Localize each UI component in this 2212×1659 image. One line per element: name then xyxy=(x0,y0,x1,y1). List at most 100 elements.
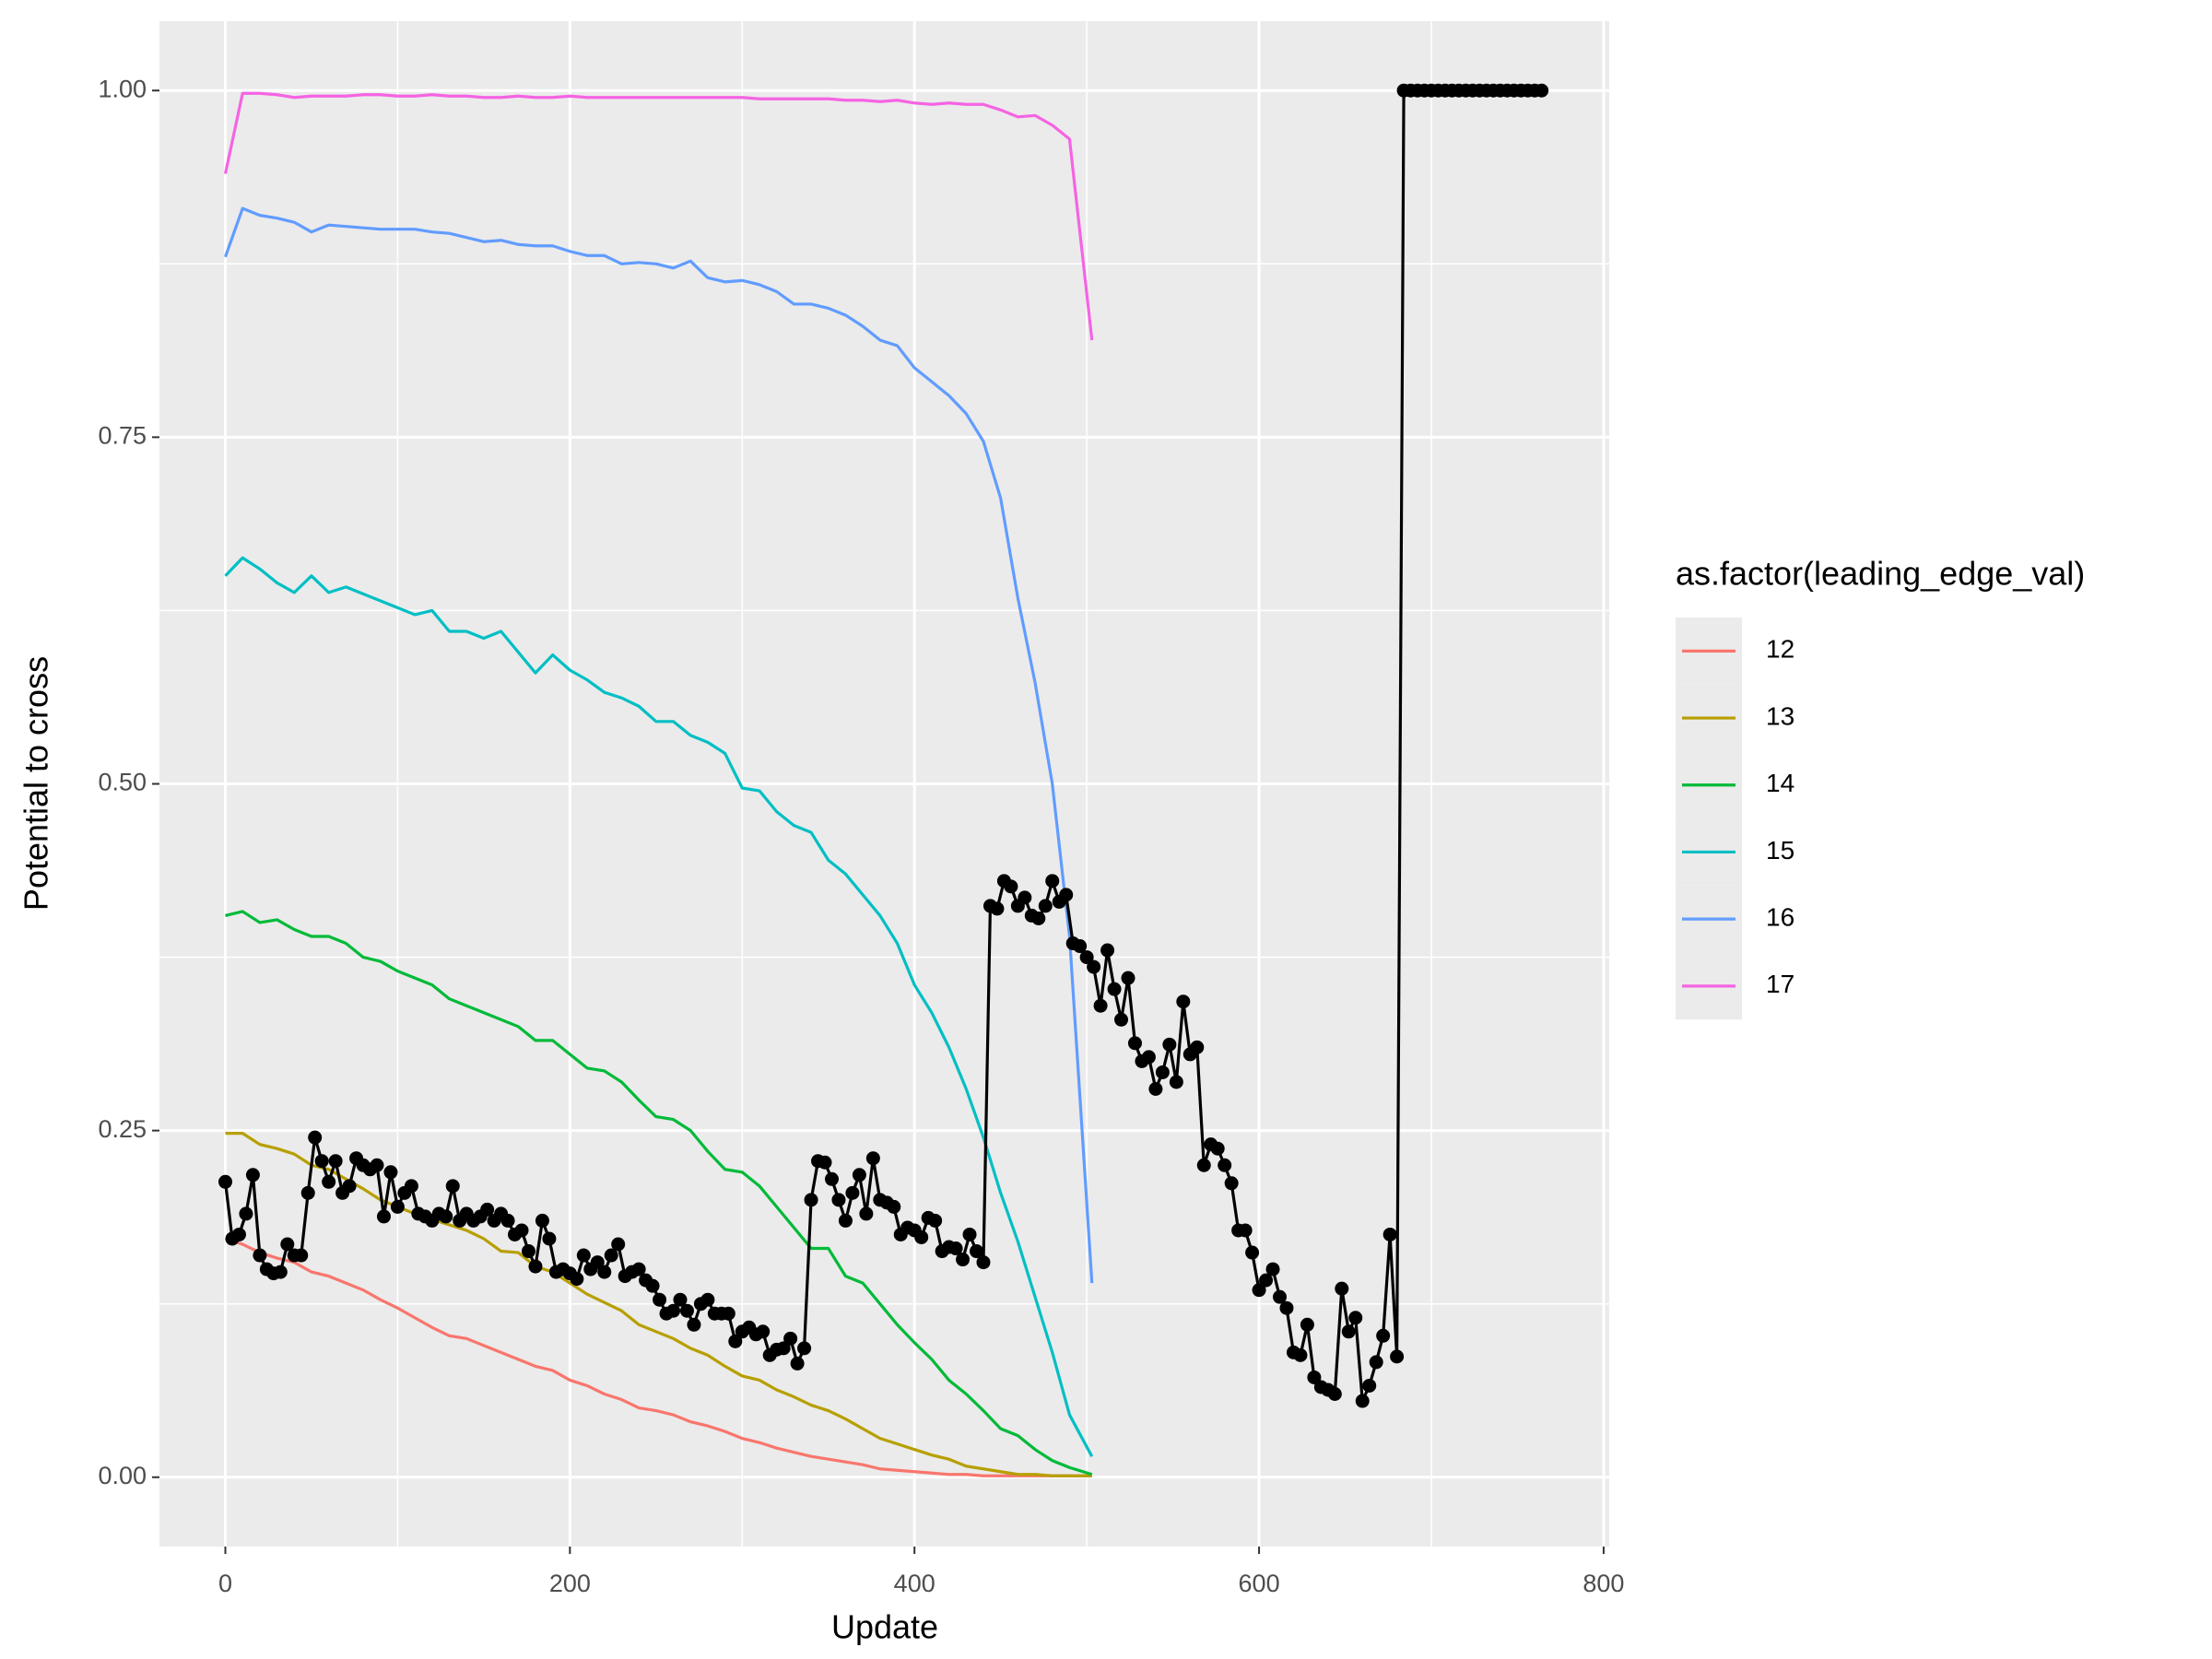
black-point xyxy=(1245,1245,1260,1260)
black-point xyxy=(1196,1158,1211,1172)
black-point xyxy=(294,1248,309,1263)
y-tick-label: 0.50 xyxy=(98,769,147,796)
legend-label: 14 xyxy=(1766,769,1794,797)
black-point xyxy=(852,1168,866,1182)
black-point xyxy=(928,1213,943,1228)
black-point xyxy=(1121,971,1135,985)
black-point xyxy=(1335,1281,1349,1296)
x-tick-label: 400 xyxy=(894,1570,935,1597)
black-point xyxy=(783,1331,798,1346)
black-point xyxy=(653,1292,667,1307)
black-point xyxy=(328,1154,343,1169)
black-point xyxy=(1127,1036,1142,1051)
legend-label: 12 xyxy=(1766,635,1794,664)
black-point xyxy=(1100,943,1115,958)
black-point xyxy=(1087,959,1101,974)
black-point xyxy=(273,1265,288,1279)
black-point xyxy=(231,1227,246,1241)
black-point xyxy=(300,1185,315,1200)
black-point xyxy=(1190,1040,1205,1054)
black-point xyxy=(831,1193,846,1207)
black-point xyxy=(1273,1289,1287,1304)
black-point xyxy=(445,1179,460,1194)
black-point xyxy=(790,1356,805,1371)
black-point xyxy=(280,1237,295,1252)
y-axis-title: Potential to cross xyxy=(18,656,55,911)
black-point xyxy=(514,1223,529,1238)
black-point xyxy=(1004,879,1018,894)
plot-marks xyxy=(218,83,1549,1477)
black-point xyxy=(845,1185,860,1200)
black-point xyxy=(404,1179,418,1194)
black-point xyxy=(818,1155,832,1170)
black-point xyxy=(666,1303,681,1318)
black-point xyxy=(631,1262,646,1277)
series-line xyxy=(225,910,1093,1477)
series-line xyxy=(224,556,1094,1457)
black-point xyxy=(1059,888,1074,902)
black-point xyxy=(480,1202,495,1217)
black-point xyxy=(1155,1065,1170,1079)
black-point xyxy=(342,1179,357,1194)
black-point xyxy=(1238,1223,1253,1238)
black-point xyxy=(970,1244,984,1259)
black-point xyxy=(797,1341,812,1356)
legend-label: 17 xyxy=(1766,970,1794,998)
black-point xyxy=(1300,1317,1314,1332)
legend-title: as.factor(leading_edge_val) xyxy=(1676,555,2085,593)
black-point xyxy=(390,1199,405,1214)
black-point xyxy=(597,1265,612,1279)
x-tick-label: 600 xyxy=(1239,1570,1280,1597)
y-tick-label: 1.00 xyxy=(98,75,147,102)
black-point xyxy=(218,1174,232,1189)
black-point xyxy=(1327,1387,1342,1401)
black-point xyxy=(1307,1370,1322,1384)
black-point xyxy=(1162,1037,1177,1052)
black-point xyxy=(239,1206,253,1221)
black-point xyxy=(859,1206,874,1221)
black-point xyxy=(1265,1262,1280,1277)
black-point xyxy=(253,1248,267,1263)
black-point xyxy=(1018,890,1032,905)
black-point xyxy=(1341,1324,1356,1339)
black-point xyxy=(887,1199,901,1214)
y-tick-label: 0.25 xyxy=(98,1115,147,1143)
series-line xyxy=(223,206,1094,1284)
black-point xyxy=(322,1174,336,1189)
black-point xyxy=(376,1209,391,1224)
black-point xyxy=(1362,1378,1377,1393)
black-point xyxy=(521,1244,535,1259)
black-point xyxy=(728,1334,743,1348)
black-point xyxy=(1252,1283,1266,1298)
black-point xyxy=(1210,1141,1225,1156)
black-point xyxy=(1535,83,1549,98)
black-point xyxy=(1079,950,1094,965)
black-point xyxy=(1038,899,1053,913)
x-tick-label: 200 xyxy=(549,1570,591,1597)
legend-label: 16 xyxy=(1766,903,1794,932)
black-point xyxy=(1348,1311,1363,1325)
black-point xyxy=(914,1230,929,1244)
series-line xyxy=(225,1132,1092,1477)
black-point xyxy=(1355,1394,1370,1408)
black-point xyxy=(1045,874,1060,888)
black-point xyxy=(1148,1082,1163,1096)
black-point xyxy=(776,1341,791,1356)
black-point xyxy=(976,1255,991,1270)
legend-label: 15 xyxy=(1766,836,1794,865)
black-point xyxy=(962,1227,977,1241)
black-point xyxy=(1141,1050,1156,1065)
black-point xyxy=(1107,982,1122,996)
black-point xyxy=(535,1213,549,1228)
axes: 0 200 400 600 800 0.00 0.25 0.50 0.75 1.00 xyxy=(98,75,1624,1597)
black-point xyxy=(611,1237,626,1252)
legend-label: 13 xyxy=(1766,701,1794,730)
black-point xyxy=(314,1154,329,1169)
black-point xyxy=(439,1209,453,1224)
black-point xyxy=(1073,939,1088,954)
black-point xyxy=(865,1151,880,1166)
black-point xyxy=(645,1278,660,1293)
black-point xyxy=(956,1253,971,1267)
black-point xyxy=(308,1130,323,1145)
